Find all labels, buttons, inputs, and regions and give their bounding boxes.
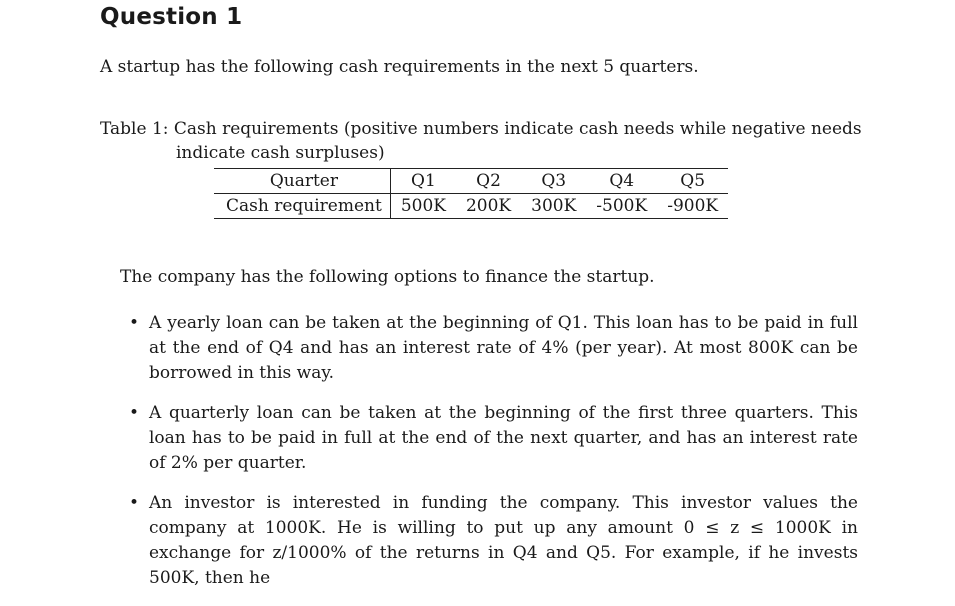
requirement-cell: 500K (400, 196, 446, 216)
bullet-text: A yearly loan can be taken at the beginn… (149, 313, 858, 383)
quarter-cell: Q1 (390, 168, 456, 194)
options-intro-text: The company has the following options to… (120, 267, 655, 287)
quarter-cell: Q3 (521, 168, 587, 194)
bullet-text: An investor is interested in funding the… (149, 493, 858, 588)
bullet-icon: • (129, 493, 140, 513)
bullet-icon: • (129, 313, 140, 333)
bullet-text: A quarterly loan can be taken at the beg… (149, 403, 858, 473)
requirement-cell: 300K (531, 196, 577, 216)
table-row-cash-requirement: Cash requirement 500K 200K 300K -500K -9… (214, 193, 728, 219)
financing-options-list: • A yearly loan can be taken at the begi… (129, 311, 858, 606)
list-item: • A yearly loan can be taken at the begi… (129, 311, 858, 386)
quarter-cell: Q5 (657, 168, 729, 194)
intro-text: A startup has the following cash require… (100, 57, 699, 77)
question-heading: Question 1 (100, 4, 243, 30)
list-item: • An investor is interested in funding t… (129, 491, 858, 591)
requirement-cell: -500K (596, 196, 648, 216)
quarter-cell: Q2 (455, 168, 522, 194)
table-caption-line2: indicate cash surpluses) (176, 143, 385, 163)
requirement-cell: 200K (465, 196, 512, 216)
table-caption-line1: Table 1: Cash requirements (positive num… (100, 119, 862, 139)
table-row-quarter: Quarter Q1 Q2 Q3 Q4 Q5 (214, 168, 729, 194)
list-item: • A quarterly loan can be taken at the b… (129, 401, 858, 476)
row-header-cash-requirement: Cash requirement (214, 193, 391, 219)
cash-requirements-table: Quarter Q1 Q2 Q3 Q4 Q5 Cash requirement … (214, 168, 729, 219)
table-caption: Table 1: Cash requirements (positive num… (100, 117, 862, 165)
row-header-quarter: Quarter (214, 168, 391, 194)
bullet-icon: • (129, 403, 140, 423)
requirement-cell: -900K (667, 196, 719, 216)
quarter-cell: Q4 (586, 168, 658, 194)
